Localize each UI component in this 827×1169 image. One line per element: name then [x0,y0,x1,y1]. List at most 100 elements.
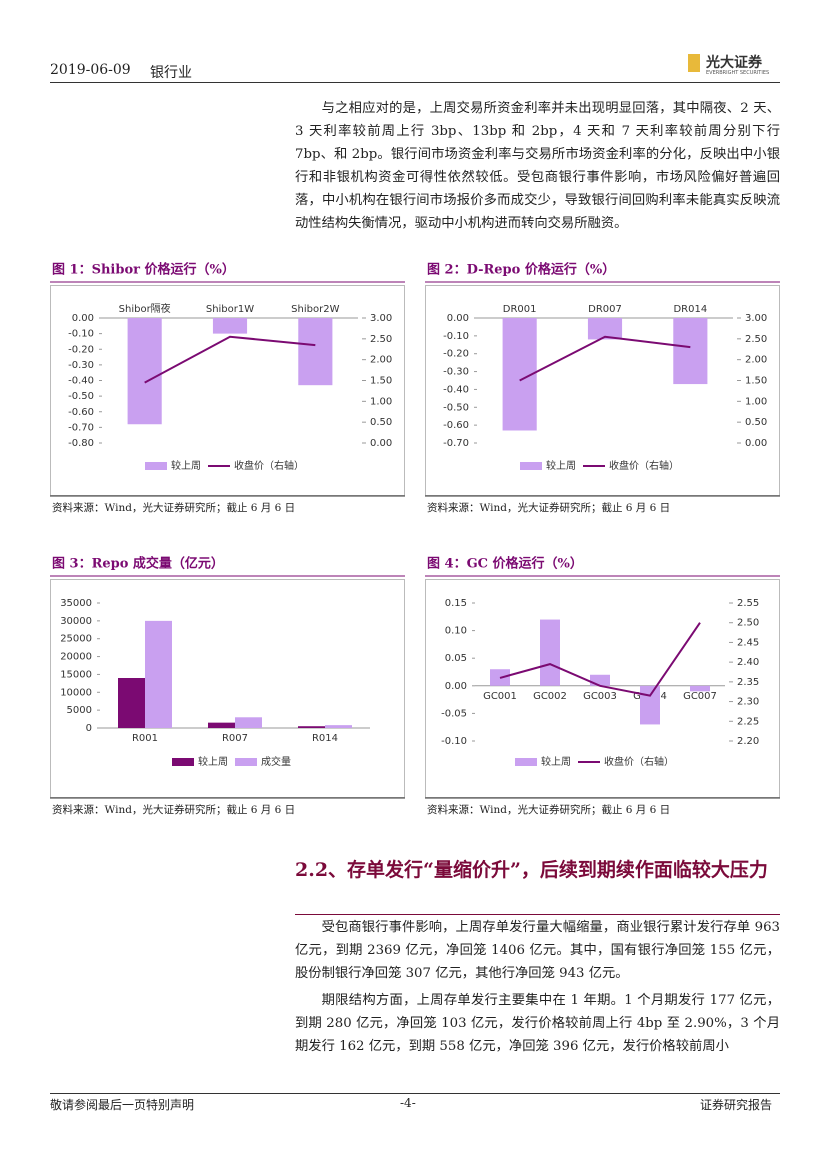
chart: 图 3：Repo 成交量（亿元） 资料来源：Wind，光大证券研究所；截止 6 月… [50,556,405,816]
y2-tick-label: 3.00 [370,313,392,324]
legend-label: 收盘价（右轴） [604,755,674,768]
y-tick-label: 0 [86,723,92,734]
y-tick-label: 25000 [60,634,92,645]
chart-frame [425,579,780,798]
source-note: 资料来源：Wind，光大证券研究所；截止 6 月 6 日 [52,501,295,514]
bar [673,318,708,385]
y2-tick-label: 2.30 [737,697,759,708]
legend-swatch [172,758,194,766]
paragraph: 期限结构方面，上周存单发行主要集中在 1 年期。1 个月期发行 177 亿元，到… [295,993,780,1054]
bar [590,674,610,686]
y2-tick-label: 2.45 [737,637,759,648]
header-industry: 银行业 [150,65,192,81]
y2-tick-label: 2.35 [737,677,759,688]
chart-frame [425,285,780,496]
y-tick-label: -0.60 [443,420,469,431]
x-tick-label: R014 [312,733,338,744]
y2-tick-label: 1.50 [745,376,767,387]
y-tick-label: 0.10 [445,626,467,637]
y2-tick-label: 0.00 [370,438,392,449]
header-rule [50,82,780,83]
x-tick-label: R001 [132,733,158,744]
y-tick-label: 0.00 [447,313,469,324]
y-tick-label: -0.30 [68,360,94,371]
y-tick-label: -0.50 [443,402,469,413]
bar [127,318,162,425]
x-tick-label: Shibor隔夜 [119,302,171,315]
legend-label: 收盘价（右轴） [609,459,679,472]
source-note: 资料来源：Wind，光大证券研究所；截止 6 月 6 日 [52,803,295,816]
y-tick-label: -0.20 [68,344,94,355]
y-tick-label: -0.50 [68,391,94,402]
y-tick-label: -0.40 [68,376,94,387]
bar [640,685,660,725]
x-tick-label: Shibor2W [291,304,339,315]
footer-right: 证券研究报告 [700,1098,773,1112]
y2-tick-label: 0.50 [745,417,767,428]
x-tick-label: DR007 [588,304,622,315]
x-tick-label: DR001 [503,304,537,315]
y-tick-label: 0.00 [445,681,467,692]
y-tick-label: 5000 [67,705,92,716]
y-tick-label: -0.40 [443,384,469,395]
paragraph: 受包商银行事件影响，上周存单发行量大幅缩量，商业银行累计发行存单 963 亿元，… [295,920,780,981]
chart: 图 4：GC 价格运行（%） 资料来源：Wind，光大证券研究所；截止 6 月 6… [425,556,780,816]
logo-name: 光大证券 [706,55,762,71]
y-tick-label: -0.10 [441,736,467,747]
legend-swatch [515,758,537,766]
x-tick-label: GC003 [583,691,617,702]
bar [298,726,325,728]
y-tick-label: -0.70 [68,422,94,433]
chart-title: 图 2：D-Repo 价格运行（%） [427,262,615,278]
y-tick-label: 35000 [60,598,92,609]
legend-label: 较上周 [171,459,201,472]
bar [298,318,333,386]
footer-rule [50,1093,780,1094]
x-tick-label: Shibor1W [206,304,254,315]
legend-swatch [145,462,167,470]
source-note: 资料来源：Wind，光大证券研究所；截止 6 月 6 日 [427,803,670,816]
logo-icon [688,54,700,72]
legend-label: 较上周 [198,755,228,768]
legend-swatch [235,758,257,766]
y2-tick-label: 1.00 [370,396,392,407]
y-tick-label: 0.00 [72,313,94,324]
y2-tick-label: 2.50 [737,618,759,629]
section-heading: 2.2、存单发行“量缩价升”，后续到期续作面临较大压力 [295,859,768,881]
y-tick-label: -0.05 [441,708,467,719]
bar [690,685,710,692]
bar [208,722,235,728]
y-tick-label: 0.05 [445,653,467,664]
x-tick-label: DR014 [673,304,707,315]
y2-tick-label: 2.00 [745,355,767,366]
chart-frame [50,285,405,496]
paragraph: 与之相应对的是，上周交易所资金利率并未出现明显回落，其中隔夜、2 天、3 天利率… [295,101,780,231]
header-date: 2019-06-09 [50,62,131,78]
line [499,622,701,697]
y-tick-label: -0.80 [68,438,94,449]
y-tick-label: -0.30 [443,367,469,378]
y-tick-label: -0.60 [68,407,94,418]
y2-tick-label: 2.25 [737,716,759,727]
legend-label: 收盘价（右轴） [234,459,304,472]
bar [145,620,172,728]
footer-left: 敬请参阅最后一页特别声明 [50,1098,195,1112]
y2-tick-label: 2.50 [370,334,392,345]
chart-title: 图 1：Shibor 价格运行（%） [52,262,235,278]
y2-tick-label: 2.20 [737,736,759,747]
chart: 图 2：D-Repo 价格运行（%） 资料来源：Wind，光大证券研究所；截止 6… [425,262,780,514]
line [519,335,691,382]
y-tick-label: -0.10 [443,331,469,342]
bar [118,678,145,728]
y-tick-label: -0.20 [443,349,469,360]
bar [235,717,262,728]
legend-label: 较上周 [541,755,571,768]
y-tick-label: 20000 [60,652,92,663]
line [144,335,316,384]
section-rule [295,914,780,915]
y2-tick-label: 0.50 [370,417,392,428]
bar [587,318,623,340]
y2-tick-label: 2.55 [737,598,759,609]
y-tick-label: 0.15 [445,598,467,609]
